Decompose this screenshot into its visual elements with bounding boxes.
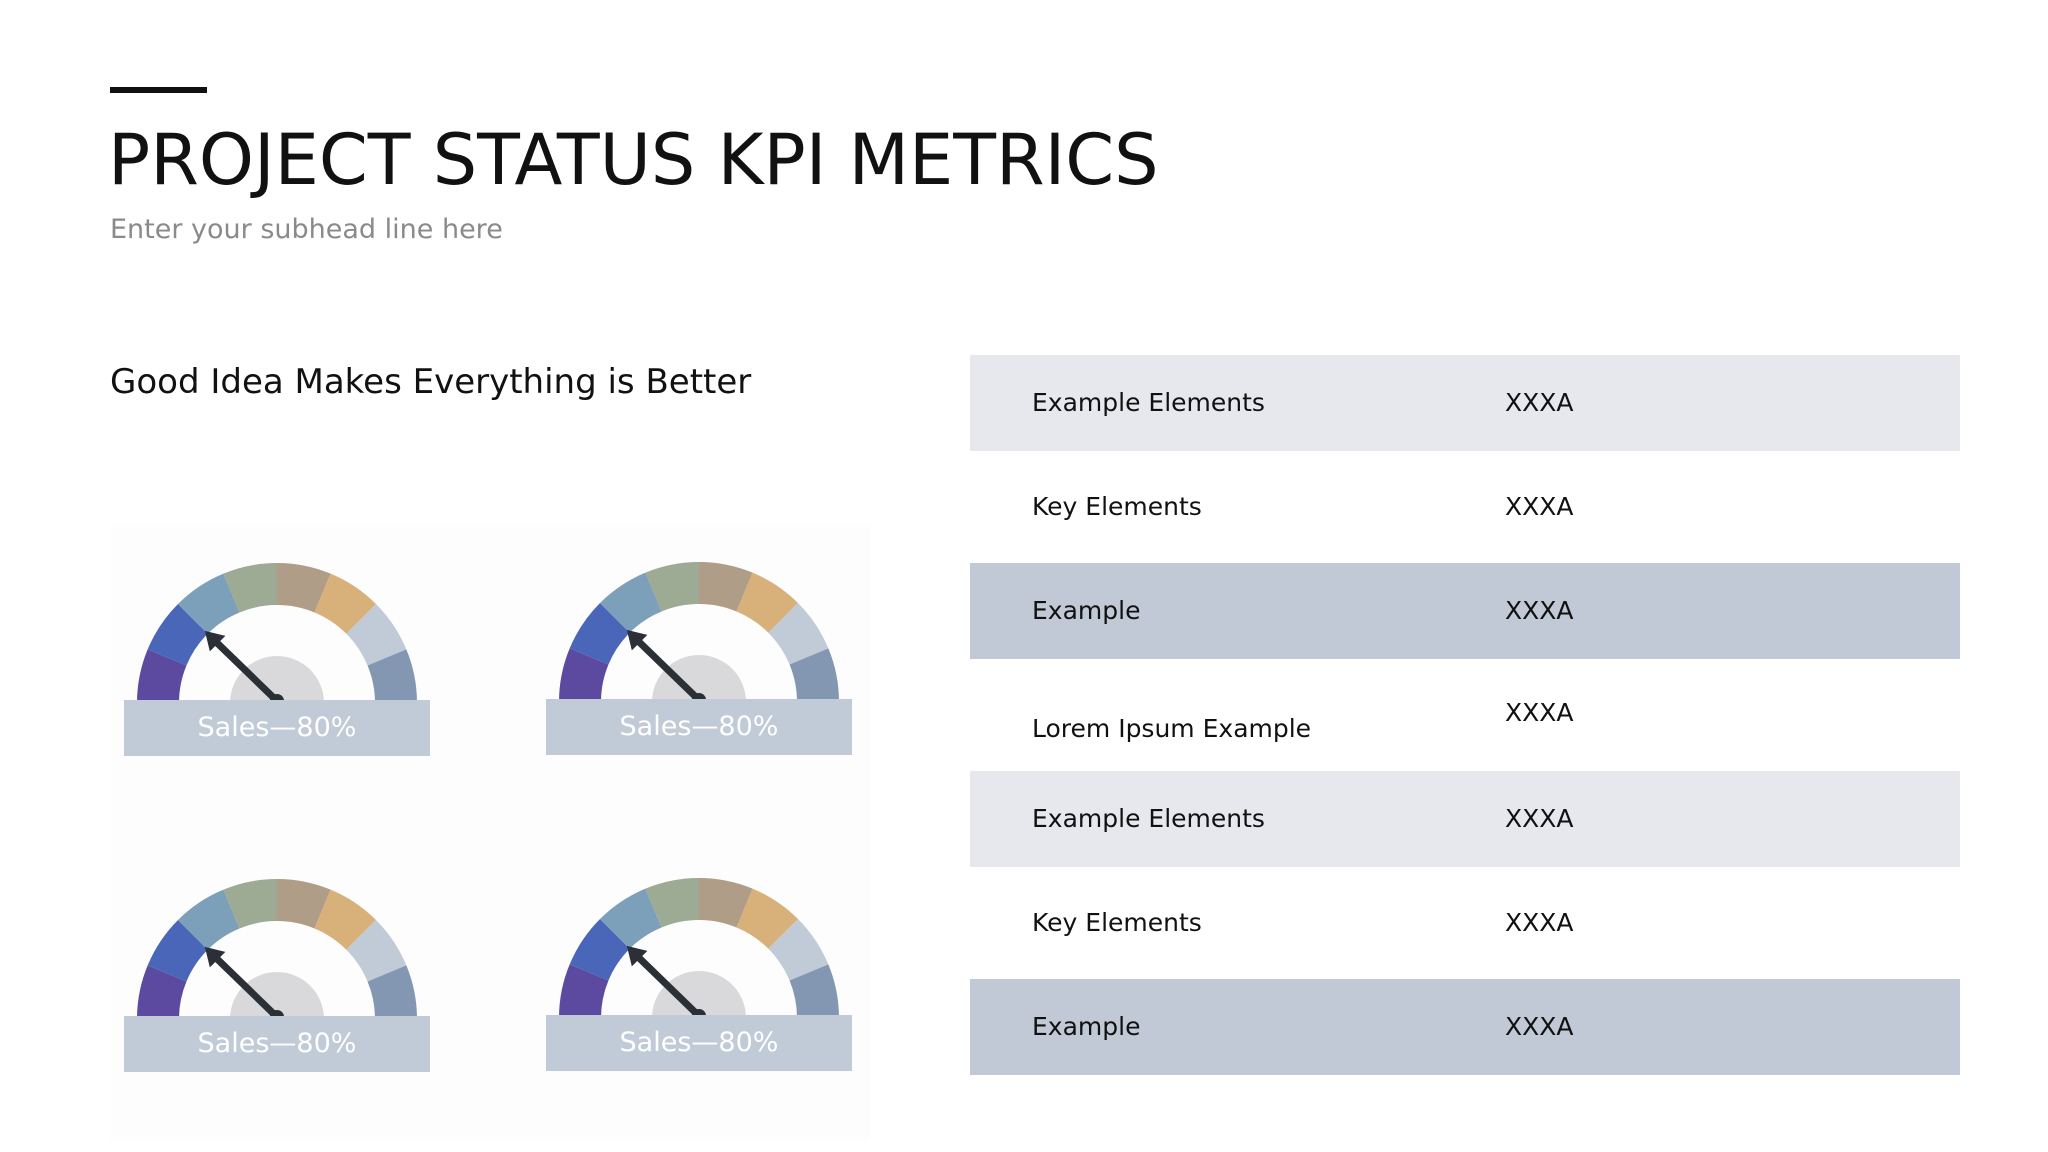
gauge-dial bbox=[559, 562, 839, 707]
section-heading: Good Idea Makes Everything is Better bbox=[110, 362, 752, 402]
gauge-segment bbox=[314, 573, 376, 634]
gauge-segment bbox=[346, 604, 407, 666]
gauge-segment bbox=[699, 562, 753, 612]
gauge-label: Sales—80% bbox=[546, 699, 852, 755]
gauge-needle-head bbox=[626, 629, 648, 651]
gauge-segment bbox=[137, 965, 187, 1019]
title-accent-bar bbox=[110, 87, 207, 93]
gauge-segment bbox=[645, 878, 699, 928]
table-row: Key Elements XXXA bbox=[970, 875, 1960, 971]
gauge-segment bbox=[314, 889, 376, 950]
gauge-needle bbox=[630, 949, 703, 1020]
gauge-segment bbox=[600, 572, 662, 633]
gauge-label: Sales—80% bbox=[546, 1015, 852, 1071]
gauge-segment bbox=[645, 562, 699, 612]
row-name: Example bbox=[1032, 1012, 1141, 1041]
gauge-segment bbox=[569, 919, 630, 981]
table-row: Example XXXA bbox=[970, 979, 1960, 1075]
gauge-segment bbox=[223, 879, 277, 929]
gauge-hub bbox=[230, 656, 324, 703]
table-row: Key Elements XXXA bbox=[970, 459, 1960, 555]
page-subhead: Enter your subhead line here bbox=[110, 214, 503, 245]
gauge-segment bbox=[736, 572, 798, 633]
gauge-segment bbox=[147, 604, 208, 666]
row-value: XXXA bbox=[1505, 1012, 1574, 1041]
gauge-dial bbox=[137, 563, 417, 708]
gauge-segment bbox=[137, 649, 187, 703]
gauge-needle bbox=[208, 634, 281, 705]
gauge-segment bbox=[699, 878, 753, 928]
row-name: Lorem Ipsum Example bbox=[1032, 714, 1312, 743]
gauge-4: Sales—80% bbox=[546, 870, 856, 1075]
gauge-label: Sales—80% bbox=[124, 1016, 430, 1072]
table-row: Example Elements XXXA bbox=[970, 771, 1960, 867]
gauge-needle-head bbox=[626, 945, 648, 967]
gauge-segment bbox=[768, 919, 829, 981]
row-value: XXXA bbox=[1505, 908, 1574, 937]
gauge-segment bbox=[600, 888, 662, 949]
row-name: Key Elements bbox=[1032, 908, 1202, 937]
gauge-segment bbox=[367, 649, 417, 703]
gauge-segment bbox=[789, 964, 839, 1018]
gauge-needle-head bbox=[204, 630, 226, 652]
gauge-3: Sales—80% bbox=[124, 871, 434, 1076]
gauge-segment bbox=[367, 965, 417, 1019]
gauge-dial bbox=[559, 878, 839, 1023]
row-value: XXXA bbox=[1505, 492, 1574, 521]
page-title: PROJECT STATUS KPI METRICS bbox=[108, 119, 1159, 201]
gauge-hub bbox=[230, 972, 324, 1019]
row-value: XXXA bbox=[1505, 698, 1574, 727]
gauge-needle bbox=[630, 633, 703, 704]
gauge-label: Sales—80% bbox=[124, 700, 430, 756]
row-name: Key Elements bbox=[1032, 492, 1202, 521]
gauge-segment bbox=[277, 563, 331, 613]
gauge-segment bbox=[277, 879, 331, 929]
table-row: Example XXXA bbox=[970, 563, 1960, 659]
row-value: XXXA bbox=[1505, 388, 1574, 417]
gauge-dial bbox=[137, 879, 417, 1024]
gauge-segment bbox=[559, 648, 609, 702]
gauge-segment bbox=[559, 964, 609, 1018]
gauge-hub bbox=[652, 655, 746, 702]
table-row: Lorem Ipsum Example XXXA bbox=[970, 667, 1960, 763]
gauge-segment bbox=[789, 648, 839, 702]
gauge-needle bbox=[208, 950, 281, 1021]
gauge-segment bbox=[768, 603, 829, 665]
metrics-table: Example Elements XXXA Key Elements XXXA … bbox=[970, 355, 1960, 1083]
gauge-needle-head bbox=[204, 946, 226, 968]
gauge-segment bbox=[147, 920, 208, 982]
gauge-2: Sales—80% bbox=[546, 554, 856, 759]
gauge-segment bbox=[736, 888, 798, 949]
gauge-hub bbox=[652, 971, 746, 1018]
table-row: Example Elements XXXA bbox=[970, 355, 1960, 451]
row-name: Example Elements bbox=[1032, 804, 1265, 833]
gauge-1: Sales—80% bbox=[124, 555, 434, 760]
row-name: Example Elements bbox=[1032, 388, 1265, 417]
gauge-segment bbox=[223, 563, 277, 613]
row-name: Example bbox=[1032, 596, 1141, 625]
gauge-segment bbox=[346, 920, 407, 982]
row-value: XXXA bbox=[1505, 596, 1574, 625]
row-value: XXXA bbox=[1505, 804, 1574, 833]
gauge-segment bbox=[569, 603, 630, 665]
gauge-segment bbox=[178, 573, 240, 634]
gauge-segment bbox=[178, 889, 240, 950]
